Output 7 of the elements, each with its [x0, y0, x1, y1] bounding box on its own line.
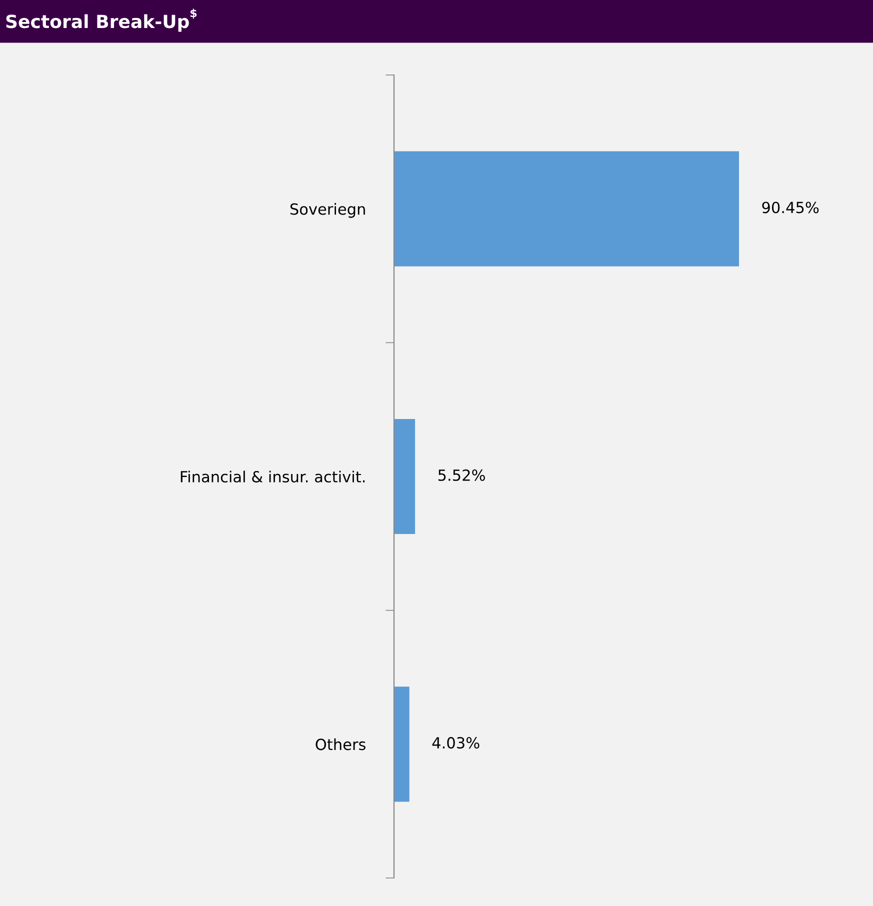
- data-label: 4.03%: [432, 737, 480, 749]
- data-label: 5.52%: [438, 469, 485, 481]
- text: Sectoral Break-Up$: [6, 8, 197, 32]
- data-label: 90.45%: [762, 202, 819, 214]
- y-tick-label: Others: [316, 738, 366, 750]
- y-tick-label: Soveriegn: [290, 203, 365, 218]
- y-tick-label: Financial & insur. activit.: [180, 470, 365, 483]
